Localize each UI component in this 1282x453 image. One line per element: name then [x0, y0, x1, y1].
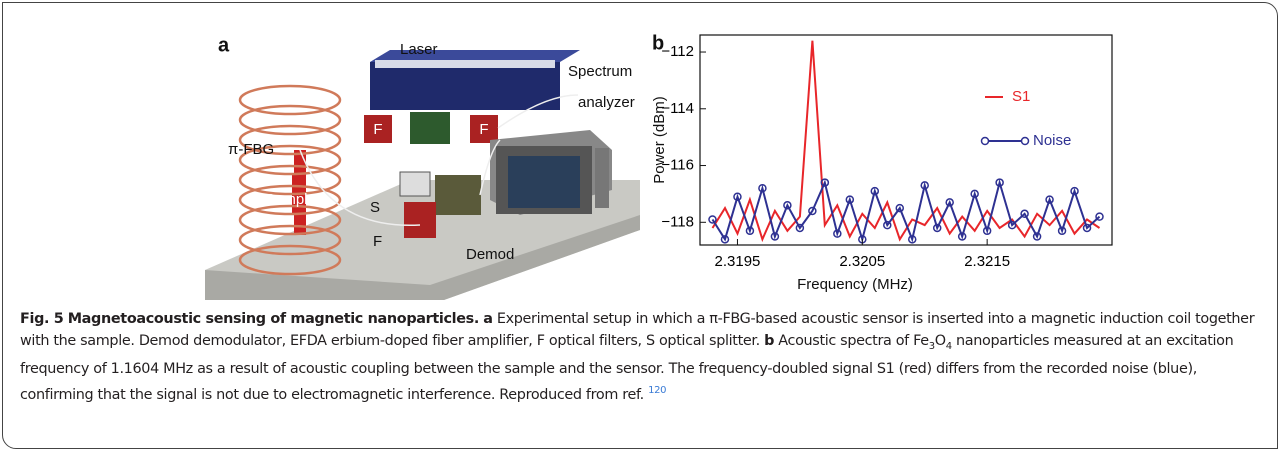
- x-axis-label: Frequency (MHz): [797, 276, 913, 293]
- y-tick-label: −116: [661, 157, 694, 174]
- y-tick-label: −114: [661, 100, 694, 117]
- label: EFDA: [412, 149, 452, 166]
- part-label: b: [764, 333, 774, 349]
- fig-label: Fig. 5: [20, 311, 63, 327]
- label: F: [373, 121, 382, 138]
- label: Sample: [265, 191, 316, 208]
- label: Spectrum: [568, 63, 632, 80]
- part-label: a: [483, 311, 492, 327]
- legend-marker: [982, 138, 989, 145]
- reference[interactable]: 120: [648, 385, 666, 396]
- x-tick-label: 2.3205: [839, 253, 885, 270]
- figure-panels: a Laser Spectrum analyzer F EFDA F π-FBG…: [0, 0, 1282, 300]
- caption-text: O: [935, 333, 946, 349]
- setup-illustration: [205, 50, 640, 300]
- marker: [709, 216, 716, 223]
- label: π-FBG: [228, 141, 274, 158]
- y-tick-label: −112: [661, 43, 694, 60]
- label: S: [370, 199, 380, 216]
- y-tick-label: −118: [661, 213, 694, 230]
- caption-title: Magnetoacoustic sensing of magnetic nano…: [68, 311, 479, 327]
- legend-label: S1: [1012, 88, 1030, 105]
- legend-marker: [1022, 138, 1029, 145]
- legend-label: Noise: [1033, 132, 1071, 149]
- label: F: [373, 233, 382, 250]
- x-tick-label: 2.3215: [964, 253, 1010, 270]
- panel-label: a: [218, 34, 230, 56]
- caption-text: Acoustic spectra of Fe: [778, 333, 929, 349]
- label: analyzer: [578, 94, 635, 111]
- label: F: [479, 121, 488, 138]
- label: Demod: [466, 246, 514, 263]
- caption: Fig. 5 Magnetoacoustic sensing of magnet…: [20, 308, 1270, 406]
- x-tick-label: 2.3195: [715, 253, 761, 270]
- label: Laser: [400, 41, 438, 58]
- subscript: 4: [946, 341, 952, 352]
